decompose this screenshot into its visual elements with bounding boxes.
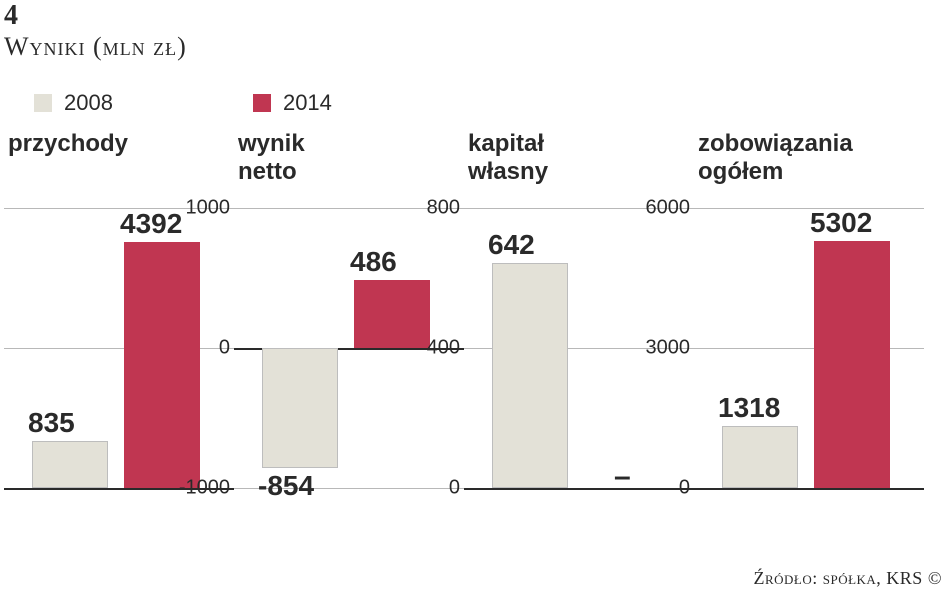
axis-tick-label: 0: [449, 477, 464, 500]
axis-line: [464, 488, 694, 490]
bar-2014: [354, 280, 430, 348]
panel-title: przychody: [4, 130, 234, 192]
panel-3: zobowiązaniaogółem03000600013185302: [694, 130, 924, 488]
bar-value-2014: 5302: [810, 207, 872, 239]
axis-tick-label: 800: [427, 197, 464, 220]
panel-1: wyniknetto-100001000-854486: [234, 130, 464, 488]
chart-area: 000008354392: [4, 208, 234, 488]
axis-tick-label: 0: [219, 337, 234, 360]
bar-value-2008: 835: [28, 407, 75, 439]
axis-tick-label: 400: [427, 337, 464, 360]
axis-tick-label: 3000: [646, 337, 695, 360]
axis-tick-label: 0: [0, 477, 4, 500]
axis-tick-label: -1000: [179, 477, 234, 500]
source-line: Źródło: spółka, KRS ©: [753, 568, 942, 589]
axis-tick-label: 00: [0, 337, 4, 360]
axis-tick-label: 1000: [186, 197, 235, 220]
legend-swatch-2014: [253, 94, 271, 112]
grid-line: [694, 208, 924, 209]
legend-item-2008: 2008: [34, 90, 113, 116]
panel-title: zobowiązaniaogółem: [694, 130, 924, 192]
panel-0: przychody000008354392: [4, 130, 234, 488]
axis-tick-label: 0: [679, 477, 694, 500]
bar-value-2014: 486: [350, 246, 397, 278]
bar-2014: [124, 242, 200, 488]
panel-title: wyniknetto: [234, 130, 464, 192]
chart-panels: przychody000008354392wyniknetto-10000100…: [0, 130, 948, 488]
axis-line: [694, 488, 924, 490]
bar-value-2014: –: [614, 460, 631, 494]
page-title: Wyniki (mln zł): [0, 32, 948, 62]
legend-item-2014: 2014: [253, 90, 332, 116]
bar-value-2014: 4392: [120, 208, 182, 240]
legend-label-2014: 2014: [283, 90, 332, 116]
legend: 2008 2014: [0, 90, 948, 116]
chart-area: 03000600013185302: [694, 208, 924, 488]
bar-2008: [492, 263, 568, 488]
axis-tick-label: 6000: [646, 197, 695, 220]
bar-value-2008: -854: [258, 470, 314, 502]
header-number: 4: [0, 0, 948, 32]
bar-2008: [32, 441, 108, 488]
legend-swatch-2008: [34, 94, 52, 112]
panel-title: kapitałwłasny: [464, 130, 694, 192]
bar-2008: [722, 426, 798, 488]
bar-value-2008: 642: [488, 229, 535, 261]
panel-2: kapitałwłasny0400800642–: [464, 130, 694, 488]
bar-2014: [814, 241, 890, 488]
bar-value-2008: 1318: [718, 392, 780, 424]
legend-label-2008: 2008: [64, 90, 113, 116]
axis-tick-label: 00: [0, 197, 4, 220]
bar-2008: [262, 348, 338, 468]
